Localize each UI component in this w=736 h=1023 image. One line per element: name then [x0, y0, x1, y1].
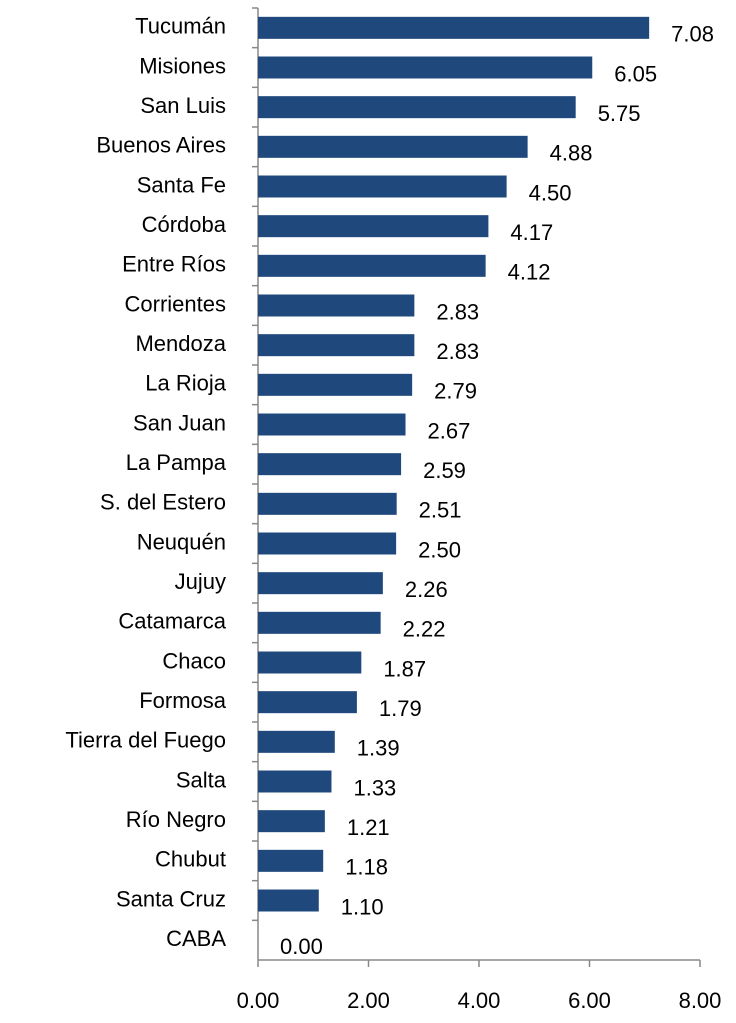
value-label: 5.75: [598, 101, 641, 126]
bar: [258, 334, 415, 357]
bar: [258, 810, 325, 833]
y-tick-label: Chaco: [162, 648, 226, 673]
bar: [258, 492, 397, 515]
bar: [258, 849, 324, 872]
bar: [258, 889, 319, 912]
bar: [258, 453, 402, 476]
value-label: 2.26: [405, 577, 448, 602]
bar: [258, 254, 486, 277]
x-tick-label: 6.00: [568, 988, 611, 1013]
bar: [258, 691, 357, 714]
y-tick-label: La Rioja: [145, 371, 226, 396]
y-tick-label: Entre Ríos: [122, 252, 226, 277]
y-tick-label: Catamarca: [118, 609, 226, 634]
y-tick-label: La Pampa: [126, 450, 227, 475]
value-label: 1.18: [345, 855, 388, 880]
y-tick-label: Mendoza: [135, 331, 226, 356]
value-label: 2.51: [419, 498, 462, 523]
value-label: 2.50: [418, 537, 461, 562]
x-tick-label: 2.00: [347, 988, 390, 1013]
value-label: 1.10: [341, 894, 384, 919]
y-tick-label: Buenos Aires: [96, 133, 226, 158]
bar: [258, 16, 650, 39]
bar: [258, 413, 406, 436]
y-tick-label: Neuquén: [137, 529, 226, 554]
bar: [258, 135, 528, 158]
value-label: 1.79: [379, 696, 422, 721]
y-tick-label: Corrientes: [125, 291, 226, 316]
value-label: 1.21: [347, 815, 390, 840]
value-label: 1.33: [353, 775, 396, 800]
y-tick-label: Río Negro: [126, 807, 226, 832]
y-tick-label: San Luis: [140, 93, 226, 118]
bar: [258, 532, 397, 555]
value-label: 2.83: [436, 339, 479, 364]
value-label: 6.05: [614, 61, 657, 86]
value-label: 4.12: [508, 260, 551, 285]
y-tick-label: San Juan: [133, 410, 226, 435]
bar: [258, 770, 332, 793]
value-label: 4.50: [529, 180, 572, 205]
value-label: 4.88: [550, 141, 593, 166]
value-label: 2.67: [428, 418, 471, 443]
bar: [258, 56, 593, 79]
bar: [258, 96, 576, 119]
bar: [258, 175, 507, 198]
value-label: 0.00: [280, 934, 323, 959]
y-tick-label: Santa Cruz: [116, 886, 226, 911]
x-tick-label: 0.00: [237, 988, 280, 1013]
value-label: 1.87: [383, 656, 426, 681]
x-tick-label: 4.00: [458, 988, 501, 1013]
y-tick-label: Chubut: [155, 847, 226, 872]
value-label: 2.59: [423, 458, 466, 483]
y-tick-label: Misiones: [139, 53, 226, 78]
y-tick-label: Tucumán: [135, 14, 226, 39]
value-label: 2.79: [434, 379, 477, 404]
y-tick-label: Jujuy: [175, 569, 226, 594]
value-label: 7.08: [671, 22, 714, 47]
y-tick-label: Tierra del Fuego: [65, 728, 226, 753]
bar: [258, 294, 415, 317]
bar: [258, 651, 362, 674]
bar: [258, 572, 383, 595]
bar: [258, 611, 381, 634]
bar: [258, 730, 335, 753]
y-tick-label: Salta: [176, 767, 227, 792]
y-tick-label: Córdoba: [142, 212, 227, 237]
value-label: 4.17: [510, 220, 553, 245]
y-tick-label: S. del Estero: [100, 490, 226, 515]
x-tick-label: 8.00: [679, 988, 722, 1013]
value-label: 1.39: [357, 736, 400, 761]
value-label: 2.22: [403, 617, 446, 642]
value-label: 2.83: [436, 299, 479, 324]
y-tick-label: Formosa: [139, 688, 227, 713]
bar: [258, 373, 413, 396]
bar: [258, 215, 489, 238]
y-tick-label: CABA: [166, 926, 226, 951]
y-tick-label: Santa Fe: [137, 172, 226, 197]
